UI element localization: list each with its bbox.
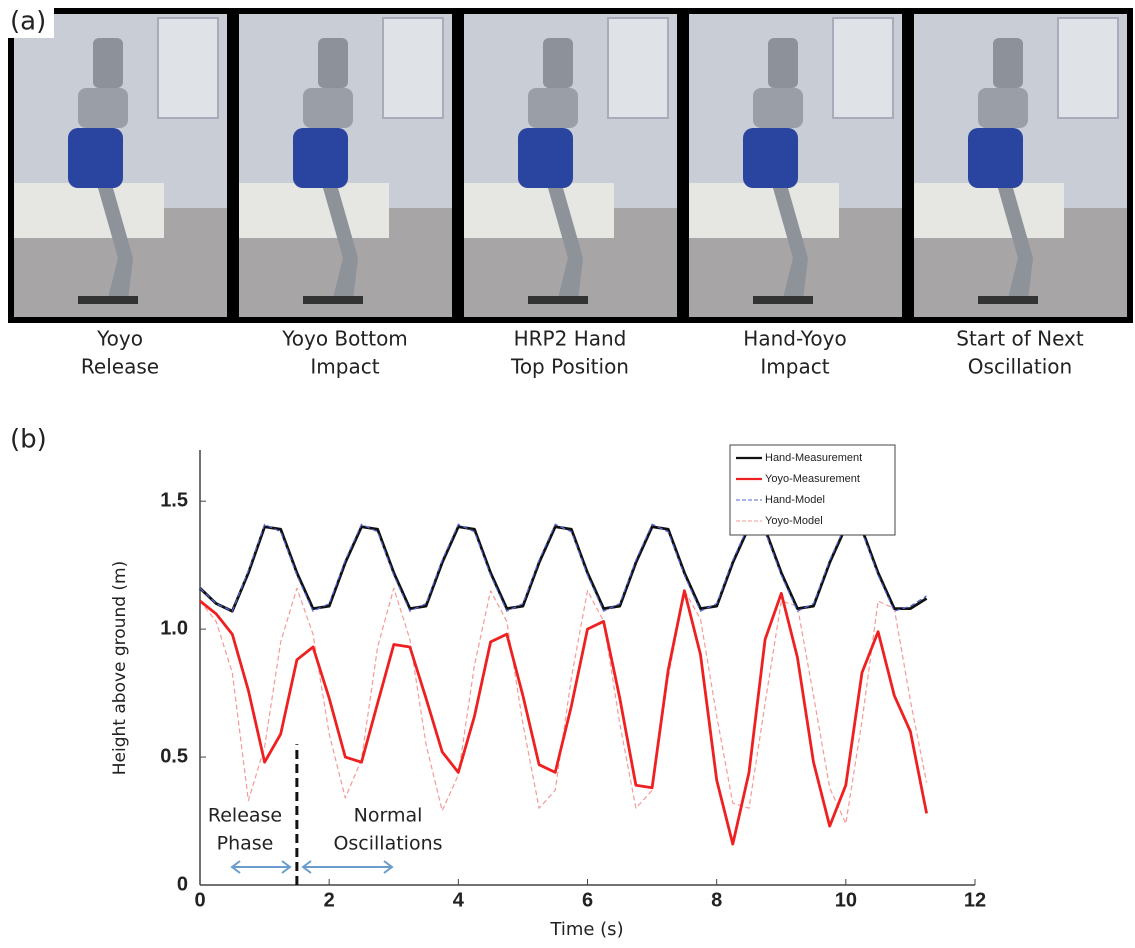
y-tick-label: 1.0 bbox=[160, 617, 188, 639]
series-line bbox=[199, 525, 928, 613]
photo bbox=[907, 7, 1134, 324]
x-tick-label: 8 bbox=[711, 889, 722, 911]
annotation: Phase bbox=[217, 833, 274, 855]
photo bbox=[232, 7, 459, 324]
caption: Yoyo bbox=[96, 327, 143, 351]
photo bbox=[682, 7, 909, 324]
caption: Start of Next bbox=[956, 327, 1084, 351]
x-tick-label: 6 bbox=[582, 889, 593, 911]
caption: Hand-Yoyo bbox=[743, 327, 846, 351]
photo-strip bbox=[7, 7, 1134, 324]
caption: HRP2 Hand bbox=[514, 327, 627, 351]
panel-label: (a) bbox=[10, 7, 46, 37]
legend-label: Hand-Measurement bbox=[765, 452, 862, 464]
y-tick-label: 0 bbox=[177, 873, 188, 895]
caption: Release bbox=[81, 355, 159, 379]
arrow-head bbox=[230, 860, 292, 874]
legend-label: Yoyo-Model bbox=[765, 515, 823, 527]
caption: Top Position bbox=[510, 355, 629, 379]
series-line bbox=[199, 589, 928, 846]
annotation: Normal bbox=[354, 805, 423, 827]
caption: Yoyo Bottom bbox=[281, 327, 408, 351]
arrow-head bbox=[301, 860, 394, 874]
annotation: Release bbox=[208, 805, 282, 827]
x-tick-label: 0 bbox=[194, 889, 205, 911]
photo bbox=[457, 7, 684, 324]
x-axis-label: Time (s) bbox=[549, 919, 623, 940]
legend-label: Hand-Model bbox=[765, 494, 825, 506]
x-tick-label: 2 bbox=[324, 889, 335, 911]
series-line bbox=[199, 587, 928, 825]
caption: Impact bbox=[760, 355, 829, 379]
annotation: Oscillations bbox=[333, 833, 442, 855]
label-bg bbox=[8, 8, 54, 38]
series-line bbox=[199, 523, 927, 612]
legend-label: Yoyo-Measurement bbox=[765, 473, 860, 485]
caption: Oscillation bbox=[968, 355, 1072, 379]
photo bbox=[7, 7, 234, 324]
y-tick-label: 1.5 bbox=[160, 489, 188, 511]
x-tick-label: 10 bbox=[835, 889, 857, 911]
caption: Impact bbox=[310, 355, 379, 379]
legend-box bbox=[729, 444, 896, 536]
y-axis-label: Height above ground (m) bbox=[110, 561, 130, 776]
phase-arrows bbox=[230, 860, 394, 874]
x-tick-label: 12 bbox=[964, 889, 986, 911]
y-tick-label: 0.5 bbox=[160, 745, 188, 767]
x-tick-label: 4 bbox=[453, 889, 465, 911]
panel-label: (b) bbox=[10, 425, 47, 455]
